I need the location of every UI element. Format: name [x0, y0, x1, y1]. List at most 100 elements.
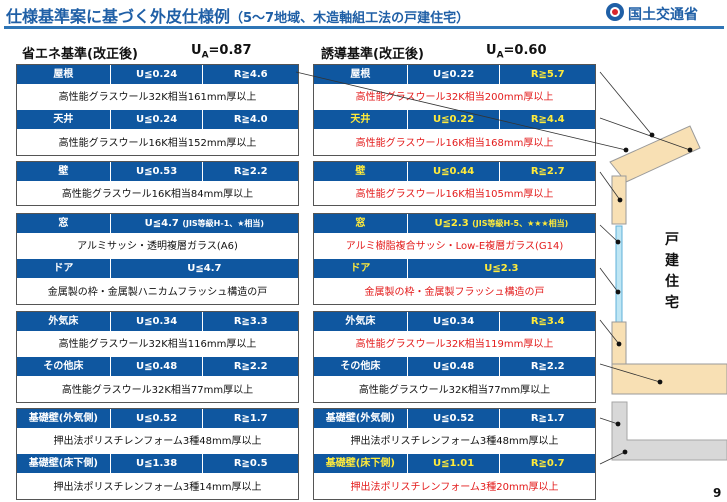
left-wall-desc: 高性能グラスウール16K相当84mm厚以上 [61, 189, 254, 200]
right-foundation-under-desc: 押出法ポリスチレンフォーム3種20mm厚以上 [350, 482, 559, 493]
left-other-floor-part: その他床 [43, 361, 84, 372]
right-other-floor-desc: 高性能グラスウール32K相当77mm厚以上 [358, 385, 551, 396]
left-ceiling-desc: 高性能グラスウール16K相当152mm厚以上 [58, 138, 257, 149]
right-wall-header: 壁 U≦0.44 R≧2.7 [314, 162, 595, 181]
left-door-u: U≦4.7 [109, 259, 298, 278]
left-window-part: 窓 [58, 218, 69, 229]
left-roof-header: 屋根 U≦0.24 R≧4.6 [17, 65, 298, 84]
left-wall-part: 壁 [58, 166, 69, 177]
left-foundation-ext-r: R≧1.7 [202, 409, 298, 428]
left-roof-part: 屋根 [53, 69, 74, 80]
right-roof-r: R≧5.7 [499, 65, 595, 84]
right-other-floor-r: R≧2.2 [499, 357, 595, 376]
page-title: 仕様基準案に基づく外皮仕様例（5～7地域、木造軸組工法の戸建住宅） [6, 7, 470, 26]
house-label: 戸建住宅 [665, 232, 679, 311]
foundation [611, 401, 727, 461]
right-roof-part: 屋根 [350, 69, 371, 80]
left-wall-u: U≦0.53 [109, 162, 203, 181]
roof-insulation [609, 125, 701, 183]
right-foundation-under-u: U≦1.01 [406, 454, 500, 473]
right-window-door-box: 窓 U≦2.3 (JIS等級H-5、★★★相当) アルミ樹脂複合サッシ・Low-… [313, 213, 596, 305]
left-ceiling-header: 天井 U≦0.24 R≧4.0 [17, 110, 298, 129]
right-door-desc: 金属製の枠・金属製フラッシュ構造の戸 [364, 287, 545, 298]
right-foundation-under-header: 基礎壁(床下側) U≦1.01 R≧0.7 [314, 454, 595, 473]
left-exterior-floor-part: 外気床 [48, 316, 79, 327]
left-wall-r: R≧2.2 [202, 162, 298, 181]
left-door-part: ドア [53, 263, 74, 274]
right-wall-desc: 高性能グラスウール16K相当105mm厚以上 [355, 189, 554, 200]
right-window-desc: アルミ樹脂複合サッシ・Low-E複層ガラス(G14) [345, 241, 564, 252]
left-other-floor-desc: 高性能グラスウール32K相当77mm厚以上 [61, 385, 254, 396]
left-window-desc: アルミサッシ・透明複層ガラス(A6) [77, 241, 238, 252]
left-foundation-under-header: 基礎壁(床下側) U≦1.38 R≧0.5 [17, 454, 298, 473]
wall-insulation-upper [611, 175, 627, 225]
left-foundation-under-r: R≧0.5 [202, 454, 298, 473]
right-column-heading: 誘導基準(改正後) [321, 47, 424, 62]
left-ceiling-u: U≦0.24 [109, 110, 203, 129]
page-subtitle: （5～7地域、木造軸組工法の戸建住宅） [230, 11, 470, 26]
left-door-desc: 金属製の枠・金属製ハニカムフラッシュ構造の戸 [47, 287, 268, 298]
left-other-floor-r: R≧2.2 [202, 357, 298, 376]
right-foundation-ext-u: U≦0.52 [406, 409, 500, 428]
floor-insulation [611, 363, 727, 395]
left-roof-desc: 高性能グラスウール32K相当161mm厚以上 [58, 92, 257, 103]
right-floor-box: 外気床 U≦0.34 R≧3.4 高性能グラスウール32K相当119mm厚以上 … [313, 311, 596, 403]
left-foundation-ext-header: 基礎壁(外気側) U≦0.52 R≧1.7 [17, 409, 298, 428]
right-wall-r: R≧2.7 [499, 162, 595, 181]
left-foundation-ext-part: 基礎壁(外気側) [28, 413, 98, 424]
right-other-floor-header: その他床 U≦0.48 R≧2.2 [314, 357, 595, 376]
left-ua-value: UA=0.87 [191, 43, 252, 61]
right-foundation-box: 基礎壁(外気側) U≦0.52 R≧1.7 押出法ポリスチレンフォーム3種48m… [313, 408, 596, 500]
right-roof-header: 屋根 U≦0.22 R≧5.7 [314, 65, 595, 84]
left-foundation-ext-u: U≦0.52 [109, 409, 203, 428]
ministry-logo: 国土交通省 [606, 3, 724, 23]
title-divider [4, 26, 724, 29]
right-ceiling-part: 天井 [350, 114, 371, 125]
left-exterior-floor-r: R≧3.3 [202, 312, 298, 331]
left-foundation-under-desc: 押出法ポリスチレンフォーム3種14mm厚以上 [53, 482, 262, 493]
left-window-door-box: 窓 U≦4.7 (JIS等級H-1、★相当) アルミサッシ・透明複層ガラス(A6… [16, 213, 299, 305]
left-exterior-floor-u: U≦0.34 [109, 312, 203, 331]
left-window-header: 窓 U≦4.7 (JIS等級H-1、★相当) [17, 214, 298, 233]
right-exterior-floor-desc: 高性能グラスウール32K相当119mm厚以上 [355, 339, 554, 350]
left-other-floor-header: その他床 U≦0.48 R≧2.2 [17, 357, 298, 376]
right-foundation-ext-header: 基礎壁(外気側) U≦0.52 R≧1.7 [314, 409, 595, 428]
right-roof-ceiling-box: 屋根 U≦0.22 R≧5.7 高性能グラスウール32K相当200mm厚以上 天… [313, 64, 596, 156]
right-ceiling-r: R≧4.4 [499, 110, 595, 129]
left-door-header: ドア U≦4.7 [17, 259, 298, 278]
right-other-floor-part: その他床 [340, 361, 381, 372]
page-number: 9 [713, 486, 722, 500]
right-window-header: 窓 U≦2.3 (JIS等級H-5、★★★相当) [314, 214, 595, 233]
right-ua-value: UA=0.60 [486, 43, 547, 61]
left-ceiling-part: 天井 [53, 114, 74, 125]
right-ceiling-desc: 高性能グラスウール16K相当168mm厚以上 [355, 138, 554, 149]
wall-insulation-lower [611, 321, 627, 365]
left-exterior-floor-header: 外気床 U≦0.34 R≧3.3 [17, 312, 298, 331]
right-wall-box: 壁 U≦0.44 R≧2.7 高性能グラスウール16K相当105mm厚以上 [313, 161, 596, 206]
right-window-part: 窓 [355, 218, 366, 229]
right-ceiling-header: 天井 U≦0.22 R≧4.4 [314, 110, 595, 129]
left-wall-header: 壁 U≦0.53 R≧2.2 [17, 162, 298, 181]
ministry-emblem-icon [606, 3, 624, 21]
left-foundation-ext-desc: 押出法ポリスチレンフォーム3種48mm厚以上 [53, 436, 262, 447]
right-other-floor-u: U≦0.48 [406, 357, 500, 376]
right-wall-u: U≦0.44 [406, 162, 500, 181]
left-roof-r: R≧4.6 [202, 65, 298, 84]
right-exterior-floor-header: 外気床 U≦0.34 R≧3.4 [314, 312, 595, 331]
left-window-u: U≦4.7 (JIS等級H-1、★相当) [109, 214, 298, 233]
ministry-name: 国土交通省 [628, 7, 698, 23]
left-roof-ceiling-box: 屋根 U≦0.24 R≧4.6 高性能グラスウール32K相当161mm厚以上 天… [16, 64, 299, 156]
right-exterior-floor-r: R≧3.4 [499, 312, 595, 331]
left-exterior-floor-desc: 高性能グラスウール32K相当116mm厚以上 [58, 339, 257, 350]
left-ceiling-r: R≧4.0 [202, 110, 298, 129]
right-foundation-under-part: 基礎壁(床下側) [325, 458, 395, 469]
right-door-part: ドア [350, 263, 371, 274]
right-foundation-ext-r: R≧1.7 [499, 409, 595, 428]
right-roof-desc: 高性能グラスウール32K相当200mm厚以上 [355, 92, 554, 103]
left-column-heading: 省エネ基準(改正後) [22, 47, 138, 62]
right-wall-part: 壁 [355, 166, 366, 177]
window-glass [615, 225, 623, 323]
left-roof-u: U≦0.24 [109, 65, 203, 84]
left-other-floor-u: U≦0.48 [109, 357, 203, 376]
left-foundation-box: 基礎壁(外気側) U≦0.52 R≧1.7 押出法ポリスチレンフォーム3種48m… [16, 408, 299, 500]
